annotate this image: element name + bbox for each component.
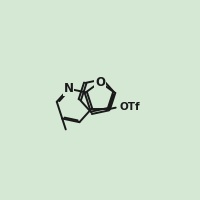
Text: O: O bbox=[95, 76, 105, 89]
Text: N: N bbox=[64, 82, 74, 95]
Text: OTf: OTf bbox=[120, 102, 140, 112]
